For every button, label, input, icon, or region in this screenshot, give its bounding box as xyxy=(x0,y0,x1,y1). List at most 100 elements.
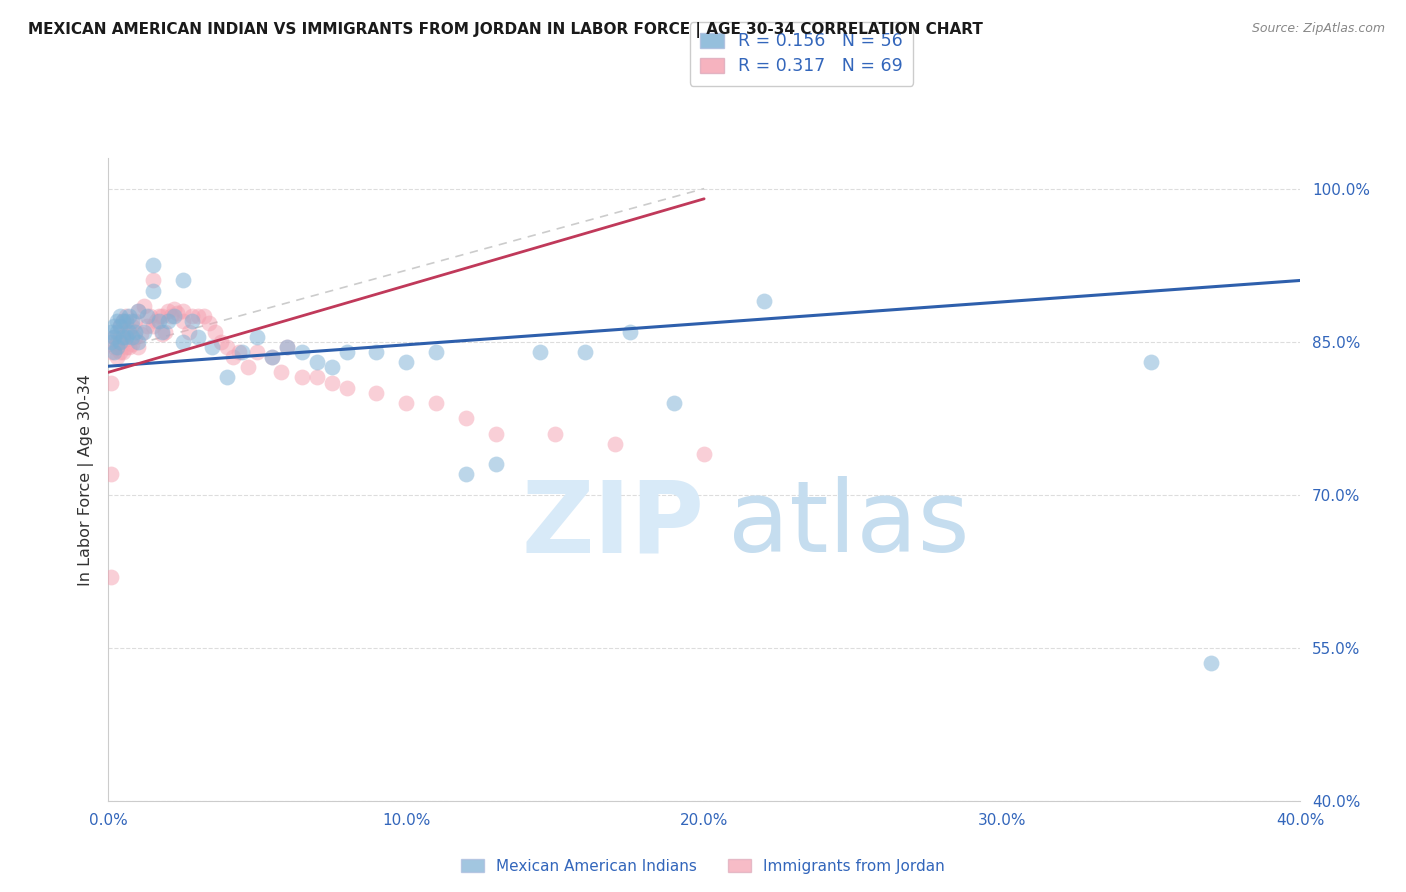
Point xyxy=(395,355,418,369)
Point xyxy=(100,569,122,583)
Point xyxy=(187,309,209,323)
Point xyxy=(335,345,357,359)
Point xyxy=(217,340,239,354)
Point xyxy=(121,336,143,351)
Point xyxy=(148,309,170,323)
Point xyxy=(603,437,626,451)
Point xyxy=(127,340,149,354)
Point xyxy=(115,325,138,339)
Point xyxy=(142,319,165,334)
Point xyxy=(150,309,173,323)
Point xyxy=(752,293,775,308)
Point xyxy=(100,345,122,359)
Point xyxy=(112,314,135,328)
Point xyxy=(118,309,141,323)
Point xyxy=(454,411,477,425)
Point xyxy=(231,345,253,359)
Point xyxy=(321,376,343,390)
Point xyxy=(105,340,128,354)
Point xyxy=(366,345,388,359)
Point xyxy=(108,345,131,359)
Point xyxy=(115,340,138,354)
Point xyxy=(172,273,194,287)
Legend: R = 0.156   N = 56, R = 0.317   N = 69: R = 0.156 N = 56, R = 0.317 N = 69 xyxy=(689,22,914,86)
Point xyxy=(544,426,567,441)
Point xyxy=(115,309,138,323)
Point xyxy=(198,316,221,330)
Point xyxy=(335,381,357,395)
Point xyxy=(108,319,131,334)
Point xyxy=(108,319,131,334)
Point xyxy=(238,360,260,375)
Point xyxy=(454,467,477,482)
Point xyxy=(103,329,125,343)
Point xyxy=(246,329,269,343)
Point xyxy=(529,345,551,359)
Point xyxy=(105,350,128,364)
Point xyxy=(193,309,215,323)
Point xyxy=(159,309,181,323)
Point xyxy=(135,309,157,323)
Legend: Mexican American Indians, Immigrants from Jordan: Mexican American Indians, Immigrants fro… xyxy=(456,853,950,880)
Point xyxy=(222,350,245,364)
Point xyxy=(100,467,122,482)
Text: Source: ZipAtlas.com: Source: ZipAtlas.com xyxy=(1251,22,1385,36)
Point xyxy=(118,325,141,339)
Point xyxy=(145,314,167,328)
Point xyxy=(305,370,328,384)
Point xyxy=(121,319,143,334)
Point xyxy=(291,345,314,359)
Point xyxy=(172,314,194,328)
Point xyxy=(142,273,165,287)
Point xyxy=(366,385,388,400)
Point xyxy=(305,355,328,369)
Point xyxy=(103,345,125,359)
Point xyxy=(321,360,343,375)
Point xyxy=(484,426,506,441)
Point xyxy=(105,325,128,339)
Point xyxy=(127,334,149,349)
Point xyxy=(105,314,128,328)
Point xyxy=(100,376,122,390)
Point xyxy=(163,309,186,323)
Point xyxy=(112,329,135,343)
Point xyxy=(270,365,292,379)
Point xyxy=(150,326,173,341)
Point xyxy=(156,314,179,328)
Point xyxy=(425,345,447,359)
Point xyxy=(124,314,146,328)
Point xyxy=(112,314,135,328)
Y-axis label: In Labor Force | Age 30-34: In Labor Force | Age 30-34 xyxy=(79,374,94,585)
Point xyxy=(103,319,125,334)
Point xyxy=(246,345,269,359)
Point xyxy=(276,340,298,354)
Point xyxy=(127,304,149,318)
Point xyxy=(124,325,146,339)
Point xyxy=(172,304,194,318)
Point xyxy=(177,325,200,339)
Point xyxy=(260,350,283,364)
Point xyxy=(260,350,283,364)
Point xyxy=(276,340,298,354)
Point xyxy=(103,340,125,354)
Point xyxy=(108,309,131,323)
Point xyxy=(108,329,131,343)
Point xyxy=(484,457,506,471)
Point xyxy=(121,329,143,343)
Point xyxy=(100,325,122,339)
Point xyxy=(129,326,152,341)
Point xyxy=(574,345,596,359)
Point xyxy=(132,299,155,313)
Point xyxy=(166,306,188,320)
Point xyxy=(1199,657,1222,671)
Point xyxy=(103,329,125,343)
Point xyxy=(100,334,122,349)
Point xyxy=(153,325,176,339)
Text: MEXICAN AMERICAN INDIAN VS IMMIGRANTS FROM JORDAN IN LABOR FORCE | AGE 30-34 COR: MEXICAN AMERICAN INDIAN VS IMMIGRANTS FR… xyxy=(28,22,983,38)
Point xyxy=(105,334,128,349)
Point xyxy=(664,396,686,410)
Point xyxy=(115,329,138,343)
Point xyxy=(291,370,314,384)
Point xyxy=(121,314,143,328)
Point xyxy=(148,314,170,328)
